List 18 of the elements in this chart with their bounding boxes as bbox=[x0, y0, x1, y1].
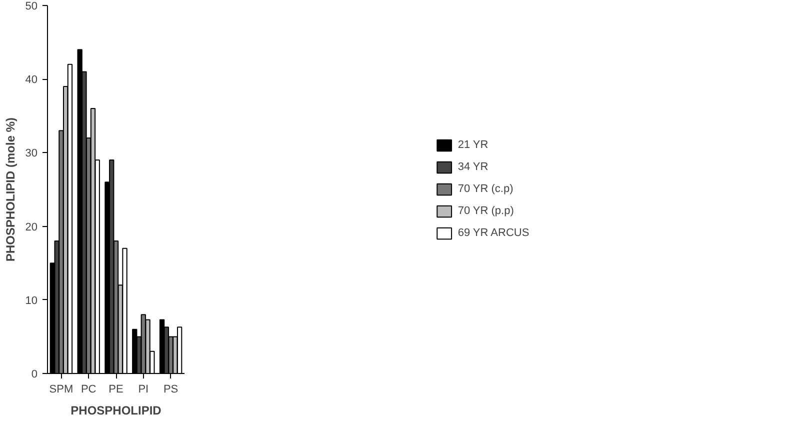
y-tick-label: 40 bbox=[25, 74, 38, 86]
y-tick-label: 0 bbox=[31, 368, 38, 380]
y-tick-label: 30 bbox=[25, 148, 38, 160]
legend-label: 70 YR (p.p) bbox=[458, 205, 514, 217]
x-axis-title: PHOSPHOLIPID bbox=[70, 404, 162, 418]
y-tick-label: 20 bbox=[25, 221, 38, 234]
y-tick-label: 10 bbox=[25, 294, 38, 307]
legend-label: 69 YR ARCUS bbox=[458, 227, 530, 239]
legend-label: 34 YR bbox=[458, 161, 488, 173]
y-axis-title: PHOSPHOLIPID (mole %) bbox=[3, 117, 18, 262]
x-tick-label: PE bbox=[108, 384, 124, 396]
x-tick-label: PI bbox=[138, 384, 149, 396]
legend-label: 70 YR (c.p) bbox=[458, 183, 514, 195]
x-tick-label: PS bbox=[163, 384, 178, 396]
legend-label: 21 YR bbox=[458, 139, 488, 151]
y-tick-label: 50 bbox=[25, 0, 38, 12]
x-tick-label: PC bbox=[80, 384, 96, 396]
x-tick-label: SPM bbox=[49, 384, 74, 396]
